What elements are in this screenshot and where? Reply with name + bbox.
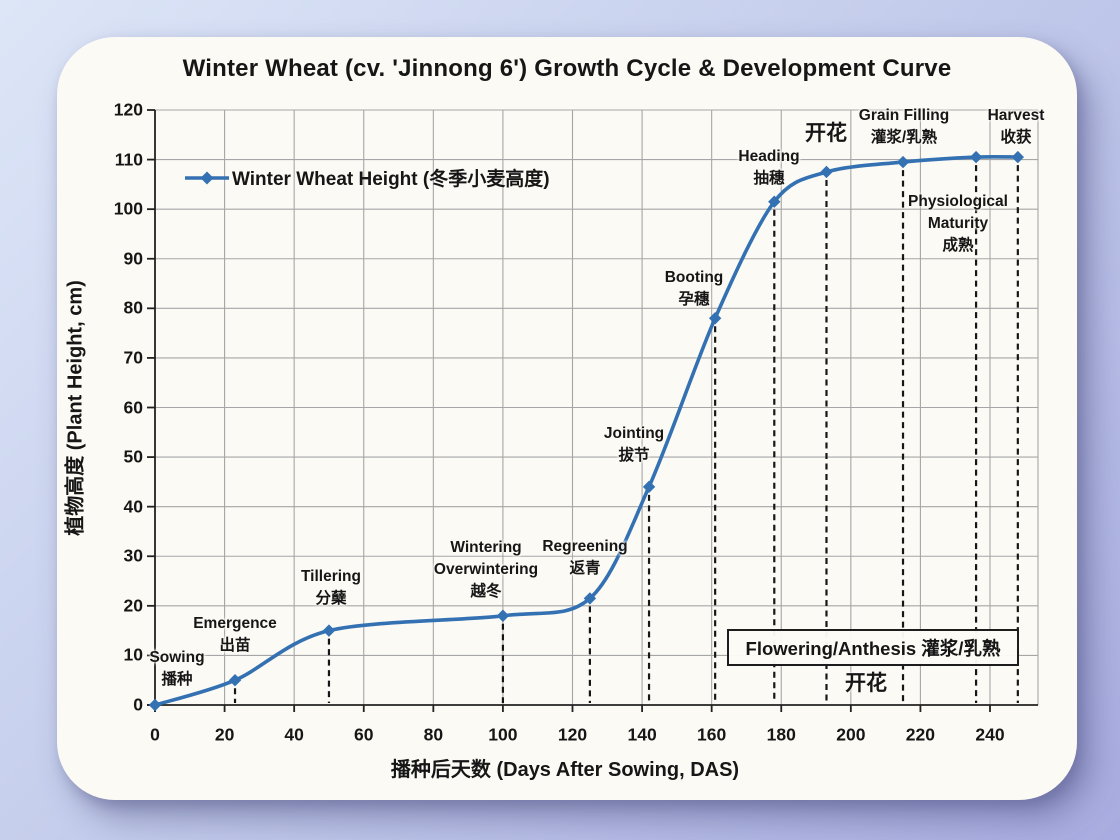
stage-label-regreening: Regreening 返青 xyxy=(542,536,627,580)
stage-dashed-lines xyxy=(233,165,1019,703)
legend-line-marker-icon xyxy=(185,171,229,184)
y-tick-label: 80 xyxy=(123,297,143,318)
data-point-marker xyxy=(322,624,336,637)
data-point-marker xyxy=(583,592,597,605)
stage-label-line: Jointing xyxy=(603,425,665,442)
stage-label-line: 播种 xyxy=(161,671,193,688)
stage-label-line: Physiological xyxy=(908,193,1008,210)
data-point-marker xyxy=(1011,150,1025,164)
stage-label-line: Grain Filling xyxy=(858,107,950,124)
x-tick-label: 60 xyxy=(354,724,374,745)
stage-label-line: Overwintering xyxy=(433,561,539,578)
x-tick-label: 120 xyxy=(557,724,588,745)
y-tick-label: 10 xyxy=(123,644,143,665)
x-tick-label: 140 xyxy=(627,724,657,745)
flowering-annotation-box: Flowering/Anthesis 灌浆/乳熟 xyxy=(727,629,1019,666)
stage-label-line: Maturity xyxy=(927,215,989,232)
y-tick-label: 60 xyxy=(123,397,143,417)
stage-label-line: Tillering xyxy=(300,568,362,585)
stage-label-emergence: Emergence 出苗 xyxy=(193,613,277,657)
chart-title: Winter Wheat (cv. 'Jinnong 6') Growth Cy… xyxy=(182,55,952,82)
stage-label-line: 抽穗 xyxy=(753,170,785,187)
x-tick-label: 220 xyxy=(905,724,936,745)
data-point-marker xyxy=(708,312,722,325)
stage-label-overwintering: Wintering Overwintering 越冬 xyxy=(434,537,538,603)
data-point-markers xyxy=(148,150,1025,712)
stage-label-line: 返青 xyxy=(569,560,601,577)
data-point-marker xyxy=(820,165,833,179)
stage-label-line: Regreening xyxy=(542,538,628,555)
stage-label-booting: Booting 孕穗 xyxy=(665,267,724,311)
stage-label-grain-filling: Grain Filling 灌浆/乳熟 xyxy=(859,105,949,149)
stage-label-line: Sowing xyxy=(149,649,205,666)
x-tick-label: 20 xyxy=(214,724,235,745)
stage-label-line: 越冬 xyxy=(470,583,502,600)
flowering-annotation-subtext: 开花 xyxy=(845,672,887,695)
data-point-marker xyxy=(496,609,510,622)
stage-label-line: 出苗 xyxy=(219,637,251,654)
stage-label-physiological-maturity: Physiological Maturity 成熟 xyxy=(908,191,1008,257)
y-axis-title: 植物高度 (Plant Height, cm) xyxy=(64,280,87,536)
y-tick-label: 120 xyxy=(113,99,143,120)
stage-label-line: 分蘖 xyxy=(315,590,347,607)
stage-label-line: 灌浆/乳熟 xyxy=(870,129,938,146)
stage-label-line: Booting xyxy=(664,269,724,286)
stage-label-heading: Heading 抽穗 xyxy=(738,146,799,190)
data-point-marker xyxy=(228,674,242,687)
stage-label-line: Wintering xyxy=(450,539,522,556)
stage-label-line: 收获 xyxy=(1000,129,1032,146)
x-tick-label: 40 xyxy=(284,724,304,745)
gridlines xyxy=(154,109,1039,706)
legend: Winter Wheat Height (冬季小麦高度) xyxy=(184,164,550,191)
data-point-marker xyxy=(768,195,781,208)
data-point-marker xyxy=(969,150,983,164)
y-tick-label: 110 xyxy=(114,149,143,170)
stage-label-flowering: 开花 xyxy=(805,121,847,147)
x-tick-label: 180 xyxy=(766,724,796,745)
y-tick-label: 70 xyxy=(123,347,143,368)
x-tick-label: 100 xyxy=(488,724,518,745)
x-tick-label: 80 xyxy=(423,724,444,745)
stage-label-line: Heading xyxy=(738,148,800,165)
x-tick-label: 160 xyxy=(697,724,727,745)
y-tick-label: 40 xyxy=(123,496,143,517)
x-tick-label: 0 xyxy=(150,724,160,745)
data-point-marker xyxy=(642,480,656,494)
data-point-marker xyxy=(148,698,162,712)
wheat-height-curve xyxy=(153,154,1020,707)
y-tick-label: 0 xyxy=(133,694,143,715)
y-tick-label: 30 xyxy=(123,545,143,566)
stage-label-line: 拔节 xyxy=(618,447,650,464)
x-tick-label: 240 xyxy=(975,724,1005,745)
stage-label-line: 开花 xyxy=(805,122,847,145)
stage-label-harvest: Harvest 收获 xyxy=(988,105,1045,149)
data-point-marker xyxy=(896,155,910,169)
legend-label: Winter Wheat Height (冬季小麦高度) xyxy=(232,169,550,190)
stage-label-line: Harvest xyxy=(987,107,1045,124)
stage-label-tillering: Tillering 分蘖 xyxy=(301,566,361,610)
axis-lines xyxy=(147,110,1038,712)
x-tick-label: 200 xyxy=(836,724,866,745)
stage-label-line: Emergence xyxy=(193,615,277,632)
stage-label-sowing: Sowing 播种 xyxy=(149,647,204,691)
stage-label-jointing: Jointing 拔节 xyxy=(604,423,664,467)
flowering-annotation-text: Flowering/Anthesis 灌浆/乳熟 xyxy=(745,637,1001,659)
y-tick-label: 100 xyxy=(113,198,143,219)
tick-marks xyxy=(147,109,991,712)
y-tick-label: 90 xyxy=(123,248,143,269)
x-axis-title: 播种后天数 (Days After Sowing, DAS) xyxy=(390,759,740,781)
stage-label-line: 孕穗 xyxy=(678,291,710,308)
y-tick-label: 50 xyxy=(123,446,143,467)
y-tick-label: 20 xyxy=(123,595,143,616)
stage-label-line: 成熟 xyxy=(942,237,974,254)
